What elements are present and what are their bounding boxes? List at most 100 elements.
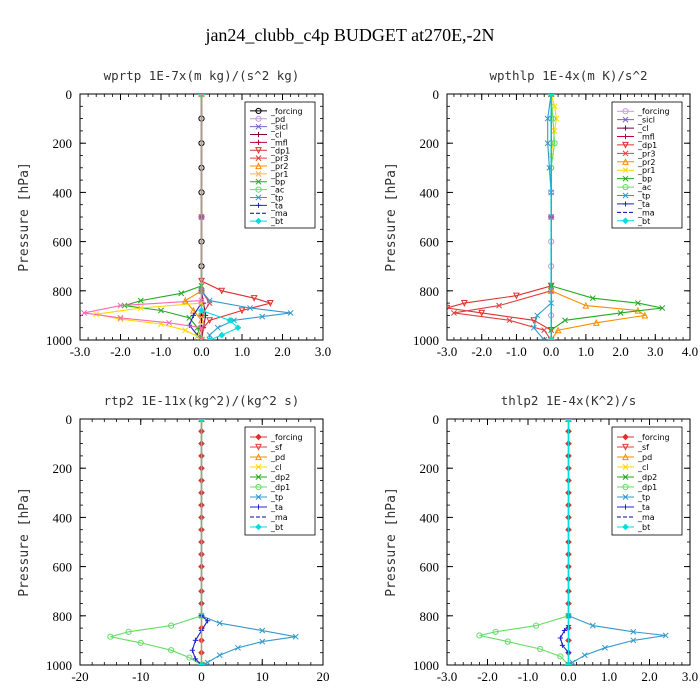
- legend-label: _cl: [637, 463, 649, 472]
- legend-marker: [255, 162, 262, 170]
- x-tick-label: 3.0: [647, 344, 663, 359]
- legend: _forcing_sicl_cl_mfl_dp1_pr3_pr2_pr1_bp_…: [611, 101, 683, 229]
- legend-label: _tp: [637, 493, 650, 502]
- legend-label: _ma: [637, 513, 655, 522]
- legend: _forcing_pd_sicl_cl_mfl_dp1_pr3_pr2_pr1_…: [244, 101, 316, 229]
- x-tick-label: 4.0: [682, 344, 698, 359]
- y-axis-label: Pressure [hPa]: [17, 162, 32, 272]
- y-axis-label: Pressure [hPa]: [384, 162, 399, 272]
- legend-label: _sf: [637, 443, 649, 452]
- data-point-dp1: [168, 622, 175, 629]
- x-tick-label: 1.0: [601, 669, 617, 684]
- legend-marker: [255, 474, 262, 480]
- data-point-bt: [565, 661, 572, 665]
- x-tick-label: -2.0: [110, 344, 131, 359]
- data-point-pr2: [641, 311, 649, 319]
- legend-marker: [622, 443, 629, 451]
- y-tick-label: 800: [53, 609, 73, 624]
- data-point-ta: [189, 647, 195, 653]
- y-tick-label: 200: [53, 136, 73, 151]
- data-point-pink: [198, 297, 205, 304]
- legend-marker: [255, 139, 262, 145]
- legend-marker: [622, 433, 629, 441]
- x-tick-label: -3.0: [437, 344, 458, 359]
- legend-label: _pr3: [270, 154, 288, 163]
- x-tick-label: 0.0: [543, 344, 559, 359]
- x-tick-label: -1.0: [518, 669, 539, 684]
- x-tick-label: 20: [317, 669, 330, 684]
- data-point-pr2: [582, 301, 590, 309]
- series-line-tp: [567, 419, 666, 665]
- data-point-ta: [559, 642, 566, 648]
- data-point-bp: [158, 307, 164, 314]
- data-point-ta: [561, 627, 568, 634]
- data-point-bp: [634, 300, 641, 307]
- x-tick-label: 0: [198, 669, 205, 684]
- data-point-tp: [565, 662, 572, 665]
- legend-label: _forcing: [637, 433, 670, 442]
- data-point-dp1: [125, 628, 132, 635]
- legend-marker: [622, 133, 629, 140]
- legend-label: _pr2: [270, 162, 288, 171]
- legend-marker: [255, 115, 262, 122]
- data-point-dp1: [492, 628, 499, 635]
- legend-label: _pd: [270, 115, 285, 124]
- data-point-tp: [259, 313, 266, 320]
- data-point-dp1: [238, 307, 246, 315]
- legend-label: _bt: [637, 217, 650, 226]
- legend-marker: [255, 523, 262, 531]
- series-line-tp: [200, 419, 296, 665]
- data-point-bt: [198, 419, 205, 423]
- legend-label: _ma: [637, 208, 655, 217]
- legend-marker: [622, 504, 629, 510]
- legend-label: _cl: [637, 124, 649, 133]
- x-tick-label: 10: [256, 669, 269, 684]
- data-point-pink: [117, 314, 124, 321]
- x-tick-label: 2.0: [612, 344, 628, 359]
- data-point-tp: [541, 337, 548, 340]
- data-point-tp: [544, 115, 551, 122]
- x-tick-label: -10: [132, 669, 149, 684]
- legend-marker: [255, 155, 262, 162]
- series-line-pr2: [550, 94, 647, 340]
- data-point-tp: [214, 324, 221, 331]
- data-point-dp1: [206, 317, 214, 325]
- data-point-pr3: [450, 309, 457, 316]
- series-line-tp: [200, 94, 291, 340]
- data-point-ta: [557, 635, 563, 641]
- legend-label: _ta: [270, 503, 283, 512]
- series-line-dp1: [447, 94, 552, 340]
- legend-label: _pd: [637, 453, 652, 462]
- data-point-ta: [192, 637, 199, 643]
- panel-title: thlp2 1E-4x(K^2)/s: [501, 393, 636, 408]
- legend-label: _cl: [270, 463, 282, 472]
- data-point-tp: [581, 652, 588, 659]
- data-point-pr1: [551, 103, 558, 110]
- legend: _forcing_sf_pd_cl_dp2_dp1_tp_ta_ma_bt: [244, 426, 316, 536]
- data-point-tp: [287, 309, 294, 316]
- legend-label: _pr1: [270, 170, 288, 179]
- data-point-ta: [204, 618, 211, 624]
- x-tick-label: 1.0: [578, 344, 594, 359]
- legend-marker: [622, 192, 629, 199]
- series-line-dp1: [200, 94, 273, 340]
- panel-title: rtp2 1E-11x(kg^2)/(kg^2 s): [104, 393, 300, 408]
- legend-label: _ta: [270, 201, 283, 210]
- data-point-bt: [234, 324, 242, 332]
- series-group: [81, 94, 294, 340]
- data-point-dp1: [186, 654, 193, 661]
- data-point-yel: [137, 305, 144, 311]
- data-point-pink: [198, 324, 205, 331]
- data-point-dp1: [533, 622, 540, 629]
- legend-label: _ta: [637, 200, 650, 209]
- legend-label: _pr1: [637, 166, 655, 175]
- data-point-bp: [659, 305, 666, 311]
- data-point-bt: [565, 419, 572, 423]
- data-point-bt: [547, 336, 555, 340]
- legend-label: _tp: [270, 493, 283, 502]
- y-tick-label: 200: [53, 461, 73, 476]
- legend-marker: [622, 125, 629, 131]
- data-point-tp: [247, 305, 254, 311]
- y-axis-label: Pressure [hPa]: [17, 487, 32, 597]
